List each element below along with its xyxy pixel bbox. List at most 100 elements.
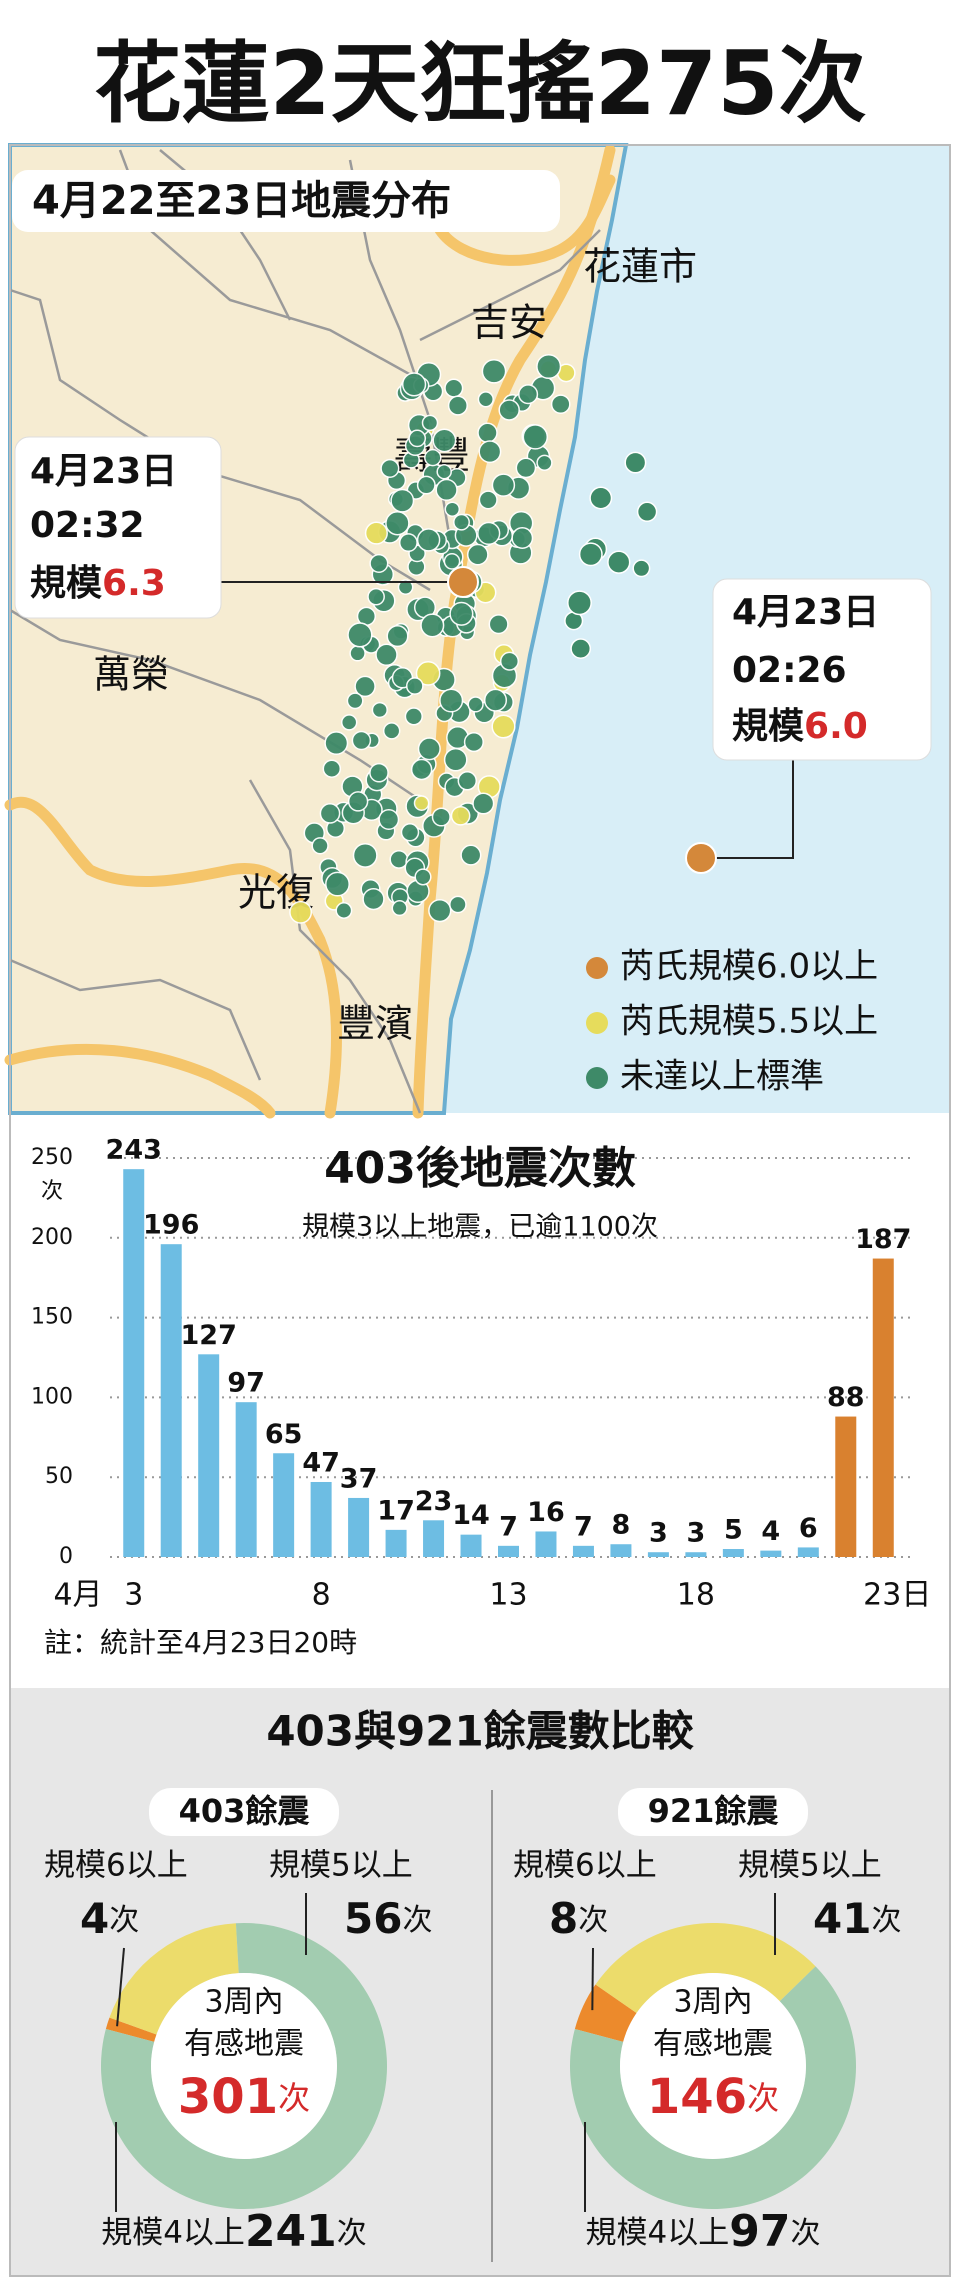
quake-dot (436, 463, 452, 480)
pie-title-box (149, 1788, 339, 1836)
quake-dot (386, 625, 409, 648)
quake-dot (444, 378, 464, 398)
quake-dot (636, 501, 658, 523)
quake-dot (550, 394, 571, 415)
callout-box (712, 578, 932, 761)
quake-dot (400, 823, 420, 842)
quake-dot (319, 803, 341, 824)
quake-dot (450, 805, 471, 826)
pie-total-value: 146 (647, 2069, 747, 2125)
pie-value-number: 97 (729, 2206, 790, 2257)
quake-dot (398, 533, 418, 553)
value-label: 3 (649, 1518, 668, 1549)
legend-swatch (586, 1012, 608, 1034)
quake-dot (477, 422, 498, 444)
quake-dot (449, 895, 467, 914)
legend-label: 芮氏規模5.5以上 (620, 1002, 878, 1042)
quake-dot (413, 795, 430, 811)
value-label: 17 (377, 1495, 415, 1526)
quake-dot (607, 550, 631, 574)
value-label: 47 (302, 1447, 340, 1478)
quake-dot (478, 440, 502, 464)
value-label: 23 (415, 1486, 453, 1517)
quake-major (447, 566, 479, 598)
callout-magnitude: 規模6.0 (732, 706, 868, 747)
pie-total: 301次 (178, 2069, 310, 2125)
legend-swatch (586, 1067, 608, 1089)
place-label: 吉安 (471, 301, 547, 345)
quake-dot (347, 622, 373, 648)
pie-value-unit: 次 (578, 1903, 608, 1938)
bar (273, 1453, 295, 1557)
quake-dot (375, 643, 398, 667)
pie-value-unit: 次 (790, 2216, 820, 2251)
pie-title: 403餘震 (179, 1792, 311, 1830)
value-label: 37 (340, 1463, 378, 1494)
quake-dot (443, 553, 461, 570)
pie-segment (109, 1923, 239, 2035)
value-label: 8 (612, 1510, 631, 1541)
callout-date: 4月23日 (732, 592, 879, 633)
pie-segment (574, 1984, 637, 2042)
value-label: 6 (799, 1513, 818, 1544)
legend-label: 未達以上標準 (620, 1057, 824, 1097)
pie-category: 規模6以上 (44, 1848, 188, 1884)
y-tick-label: 0 (59, 1544, 73, 1569)
legend-label: 芮氏規模6.0以上 (620, 947, 878, 987)
quake-dots (289, 353, 658, 924)
pie-value: 8次 (549, 1894, 608, 1943)
quake-dot (439, 688, 464, 713)
chart-title: 403後地震次數 (324, 1143, 636, 1194)
quake-dot (378, 809, 400, 830)
bar (160, 1244, 182, 1557)
pie-value-number: 56 (344, 1894, 402, 1943)
value-label: 65 (265, 1419, 303, 1450)
quake-dot (404, 707, 423, 726)
quake-dot (405, 677, 424, 695)
quake-dot (428, 898, 452, 923)
pie-value-number: 4 (80, 1894, 109, 1943)
place-label: 豐濱 (337, 1002, 413, 1046)
leader-line (591, 1947, 594, 2011)
pie-total-unit: 次 (747, 2079, 779, 2117)
quake-dot (457, 771, 478, 791)
quake-dot (414, 868, 432, 886)
quake-dot (382, 722, 401, 740)
quake-dot (416, 475, 436, 495)
value-label: 243 (106, 1135, 162, 1166)
quake-dot (397, 579, 414, 595)
page-title: 花蓮2天狂搖275次 (94, 32, 867, 135)
quake-dot (401, 372, 427, 397)
pie-center-line: 3周內 (204, 1985, 283, 2020)
quake-dot (536, 454, 553, 471)
quake-dot (408, 429, 427, 448)
quake-dot (443, 747, 468, 772)
value-label: 16 (527, 1497, 565, 1528)
quake-dot (324, 731, 349, 756)
quake-dot (488, 614, 509, 635)
bar (797, 1547, 819, 1557)
pie-center-line: 3周內 (673, 1985, 752, 2020)
bar (535, 1531, 557, 1557)
quake-dot (322, 759, 342, 778)
pie-category: 規模5以上 (269, 1848, 413, 1884)
quake-dot (352, 842, 378, 868)
value-label: 4 (761, 1516, 780, 1547)
value-label: 7 (499, 1511, 518, 1542)
quake-dot (498, 399, 520, 421)
callout-value: 6.0 (804, 706, 868, 747)
quake-dot (499, 651, 520, 671)
quake-dot (311, 837, 329, 855)
land (8, 143, 629, 1115)
comparison-title: 403與921餘震數比較 (266, 1707, 694, 1756)
bar (385, 1529, 407, 1557)
legend-swatch (586, 957, 608, 979)
quake-dot (385, 510, 410, 536)
callout-magnitude: 規模6.3 (30, 563, 166, 604)
quake-dot (515, 457, 537, 479)
pie-value-unit: 次 (109, 1903, 139, 1938)
pie-segment (105, 2017, 157, 2042)
quake-dot (415, 661, 441, 686)
